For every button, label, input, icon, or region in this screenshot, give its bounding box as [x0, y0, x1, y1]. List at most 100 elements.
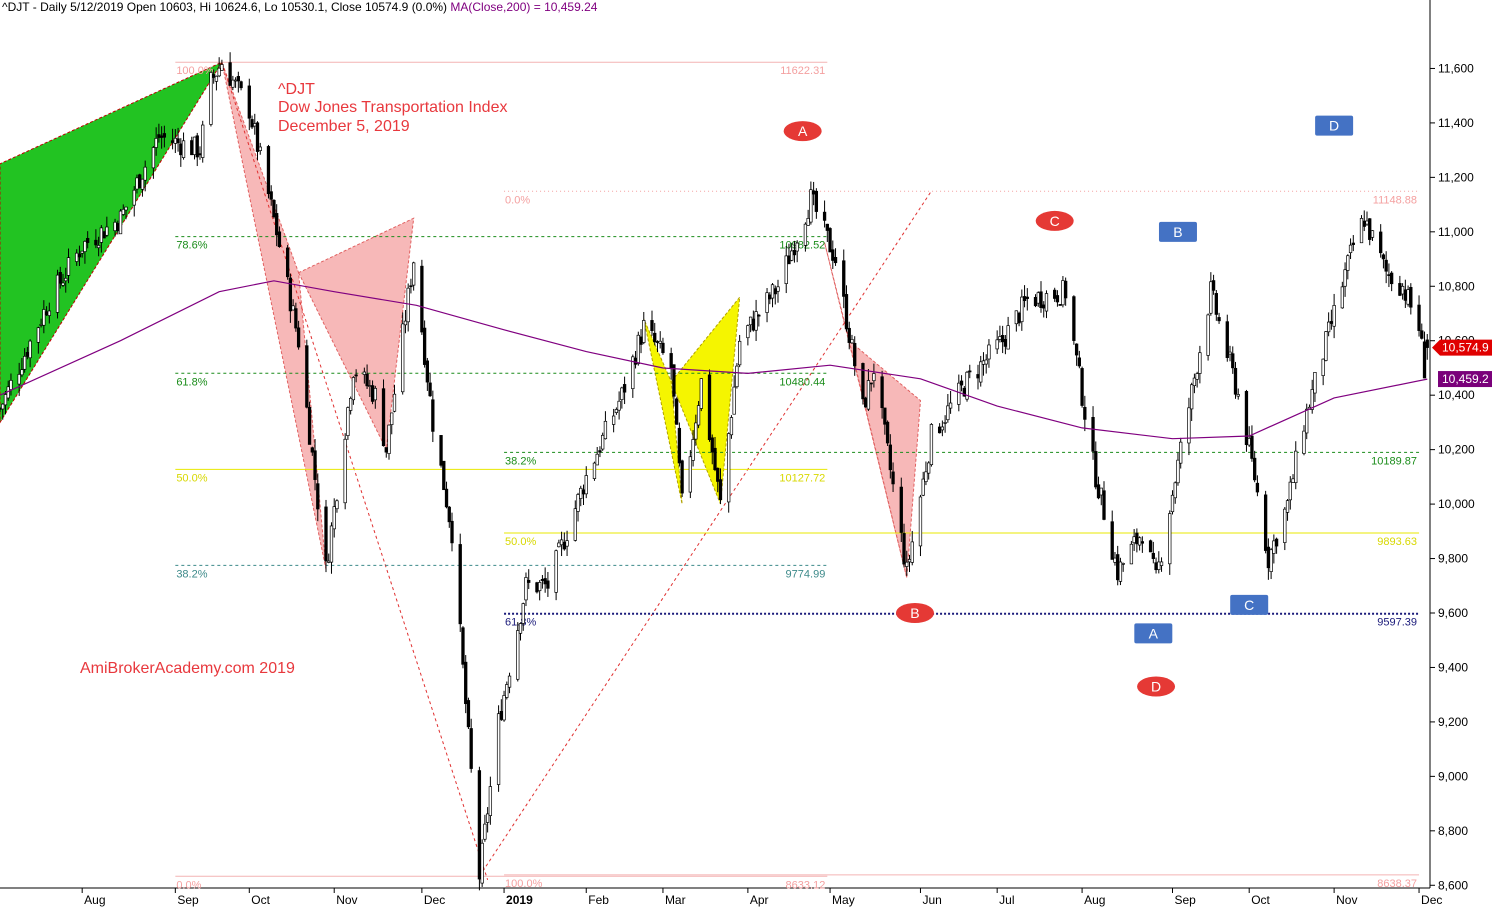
- candle-body: [787, 255, 791, 265]
- candle-body: [231, 79, 235, 88]
- pattern-marker-label: C: [1244, 597, 1254, 613]
- candle-body: [1406, 289, 1410, 305]
- pattern-triangle-pink: [848, 339, 922, 578]
- candle-body: [44, 311, 49, 316]
- candle-body: [1272, 540, 1276, 554]
- candle-body: [61, 282, 65, 286]
- candle-body: [825, 223, 829, 231]
- pattern-marker-red: [783, 121, 822, 142]
- fib-price-label: 10189.87: [1371, 455, 1417, 467]
- candle-body: [1332, 305, 1336, 327]
- title-symbol: ^DJT: [278, 81, 315, 98]
- candle-body: [1381, 254, 1386, 260]
- candle-body: [444, 488, 449, 508]
- candle-body: [313, 450, 317, 480]
- x-tick-label: Nov: [1336, 893, 1357, 907]
- fib-price-label: 9774.99: [786, 568, 826, 580]
- candle-body: [425, 360, 430, 383]
- candle-body: [118, 210, 123, 235]
- candle-body: [655, 341, 660, 343]
- candle-body: [905, 561, 909, 567]
- candle-body: [190, 140, 194, 156]
- y-tick-label: 9,000: [1438, 769, 1468, 783]
- candle-body: [716, 467, 720, 482]
- candle-body: [1118, 561, 1123, 582]
- candle-body: [1102, 490, 1106, 520]
- candle-body: [924, 471, 928, 483]
- candle-body: [1250, 435, 1254, 459]
- candle-body: [1058, 304, 1062, 306]
- candle-body: [601, 434, 605, 450]
- candle-body: [288, 277, 293, 312]
- candle-body: [499, 711, 503, 720]
- pattern-marker-blue: [1315, 115, 1354, 136]
- candle-body: [496, 713, 501, 785]
- candle-body: [217, 67, 221, 77]
- header-ma-text: MA(Close,200) = 10,459.24: [450, 0, 598, 14]
- candle-body: [757, 314, 761, 317]
- candle-body: [201, 124, 205, 158]
- x-tick-label: Oct: [1251, 893, 1270, 907]
- candle-body: [518, 623, 523, 634]
- pattern-marker-blue: [1230, 594, 1269, 615]
- x-tick-label: Oct: [251, 893, 270, 907]
- candle-body: [828, 228, 832, 253]
- candle-body: [562, 541, 566, 550]
- candle-body: [1044, 293, 1049, 312]
- candle-body: [981, 360, 986, 365]
- candle-body: [1351, 242, 1355, 245]
- candle-body: [1140, 541, 1145, 544]
- candle-body: [1151, 552, 1155, 559]
- candle-body: [1343, 269, 1347, 287]
- candle-body: [735, 365, 739, 388]
- candle-body: [1006, 325, 1010, 350]
- candle-body: [291, 305, 295, 311]
- candle-body: [650, 320, 654, 331]
- candle-body: [918, 496, 923, 547]
- candle-body: [387, 424, 391, 454]
- candle-body: [1225, 321, 1229, 358]
- candle-body: [384, 447, 388, 453]
- candle-body: [653, 332, 657, 343]
- candle-body: [1362, 220, 1366, 227]
- candle-body: [768, 294, 772, 300]
- candle-body: [1340, 286, 1344, 309]
- candle-body: [1370, 230, 1375, 238]
- candle-body: [316, 483, 320, 510]
- candle-body: [480, 842, 484, 884]
- candle-body: [157, 134, 161, 138]
- candle-body: [47, 310, 51, 316]
- candle-body: [754, 311, 758, 331]
- candle-body: [946, 405, 950, 421]
- candle-body: [861, 363, 865, 400]
- candle-body: [1096, 484, 1101, 499]
- candle-body: [365, 373, 369, 387]
- candle-body: [1389, 272, 1394, 285]
- candle-body: [784, 255, 788, 284]
- candle-body: [546, 580, 550, 589]
- x-tick-label: Aug: [84, 893, 105, 907]
- candle-body: [1113, 557, 1117, 563]
- candle-body: [1148, 540, 1153, 553]
- candle-body: [99, 227, 104, 243]
- candle-body: [176, 138, 180, 144]
- candle-body: [1017, 312, 1021, 324]
- candle-body: [696, 405, 701, 426]
- candle-body: [1348, 244, 1353, 254]
- candle-body: [1061, 280, 1065, 306]
- candle-body: [1137, 537, 1142, 546]
- candle-body: [195, 135, 199, 158]
- candle-body: [329, 525, 334, 563]
- candle-body: [1359, 218, 1364, 244]
- candle-body: [442, 460, 446, 491]
- candle-body: [23, 355, 27, 370]
- candle-body: [173, 137, 177, 144]
- title-date: December 5, 2019: [278, 118, 410, 135]
- candle-body: [1313, 371, 1317, 394]
- candle-body: [718, 479, 723, 501]
- x-tick-label: May: [832, 893, 855, 907]
- candle-body: [943, 422, 947, 424]
- candle-body: [1274, 538, 1279, 547]
- candle-body: [611, 415, 616, 425]
- candle-body: [614, 409, 619, 413]
